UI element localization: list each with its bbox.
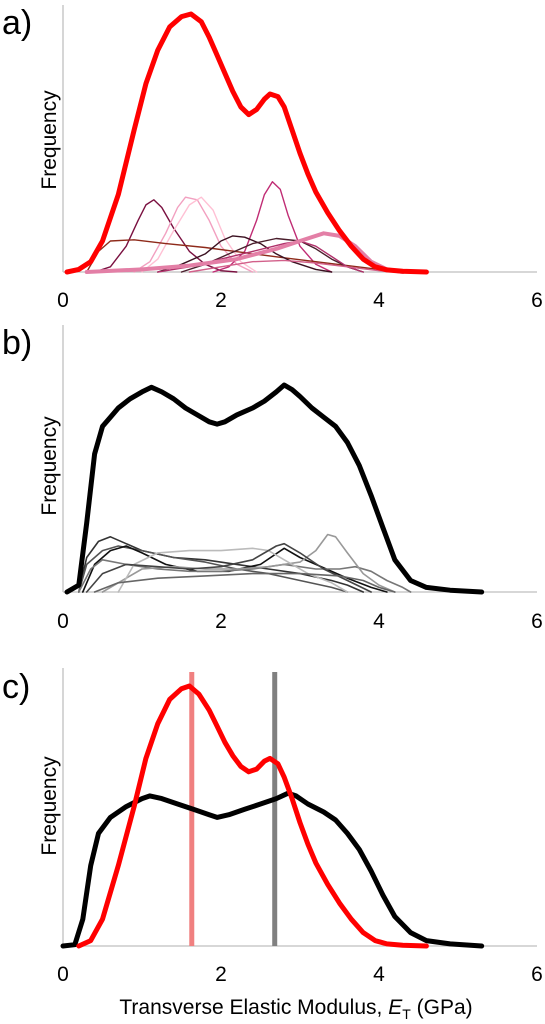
panel-b-ticks: 0 2 4 6 <box>57 610 543 633</box>
x-tick-label: 2 <box>215 289 227 312</box>
x-tick-label: 6 <box>531 963 543 986</box>
x-tick-label: 0 <box>57 963 69 986</box>
x-tick-label: 0 <box>57 289 69 312</box>
panel-a-series-line-11 <box>188 259 396 273</box>
panel-b-series-line-6 <box>101 533 396 593</box>
x-tick-label: 4 <box>373 610 385 633</box>
panel-b-series-group <box>64 382 485 595</box>
panel-a: a) Frequency 0 2 4 6 <box>2 4 543 312</box>
panel-b-ylabel: Frequency <box>38 416 61 516</box>
panel-a-ticks: 0 2 4 6 <box>57 289 543 312</box>
panel-c-label: c) <box>2 668 30 706</box>
panel-a-series-line-8 <box>157 235 333 273</box>
panel-a-series-line-7 <box>86 239 404 273</box>
panel-b-series-line-1 <box>64 382 485 595</box>
panel-c-ticks: 0 2 4 6 <box>57 963 543 986</box>
panel-b-series-line-8 <box>85 542 372 593</box>
x-tick-label: 0 <box>57 610 69 633</box>
panel-c-vlines-group <box>189 672 278 946</box>
x-axis-label-symbol: E <box>388 996 403 1019</box>
panel-b-series-line-7 <box>117 547 349 593</box>
x-axis-label-unit: (GPa) <box>411 996 473 1019</box>
panel-c-ylabel: Frequency <box>38 756 61 856</box>
panel-b-label: b) <box>2 324 32 362</box>
x-axis-label-text: Transverse Elastic Modulus, <box>119 996 388 1019</box>
panel-b-series-line-9 <box>93 572 396 593</box>
panel-b-series-line-2 <box>78 536 364 593</box>
panel-a-series-line-9 <box>180 237 364 273</box>
panel-a-ylabel: Frequency <box>38 90 61 190</box>
panel-a-series-group <box>64 11 429 275</box>
x-axis-label-subscript: T <box>402 1006 411 1022</box>
panel-c-series-line-2 <box>76 683 429 949</box>
x-tick-label: 2 <box>215 963 227 986</box>
panel-c-series-group <box>60 683 485 949</box>
panel-c-series-line-1 <box>60 790 485 949</box>
panel-a-label: a) <box>2 4 32 42</box>
x-axis-label: Transverse Elastic Modulus, ET (GPa) <box>119 996 472 1022</box>
x-tick-label: 6 <box>531 289 543 312</box>
panel-a-series-line-1 <box>64 11 429 275</box>
x-tick-label: 2 <box>215 610 227 633</box>
panel-a-series-line-4 <box>133 196 254 273</box>
panel-a-series-line-5 <box>141 196 258 273</box>
x-tick-label: 4 <box>373 289 385 312</box>
panel-a-series-line-3 <box>93 199 238 273</box>
x-tick-label: 4 <box>373 963 385 986</box>
panel-b: b) Frequency 0 2 4 6 <box>2 324 543 633</box>
panel-b-series-line-3 <box>78 545 349 593</box>
x-tick-label: 6 <box>531 610 543 633</box>
panel-c: c) Frequency 0 2 4 6 <box>2 668 543 986</box>
